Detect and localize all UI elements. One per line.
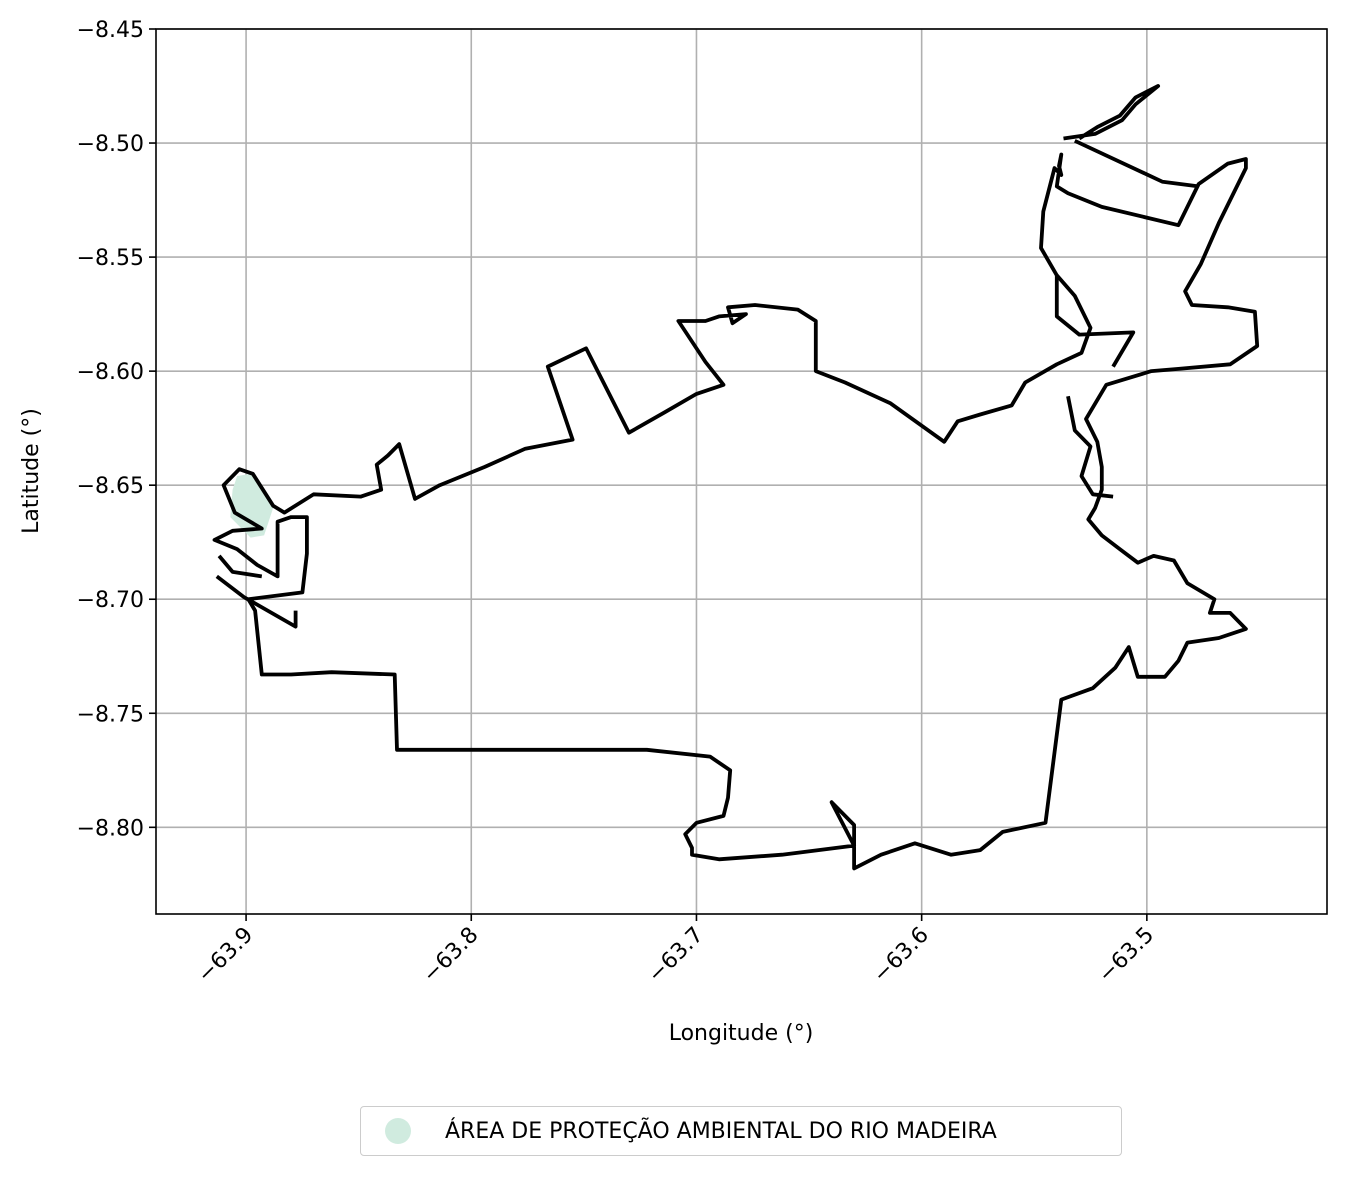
boundary-segment [217,554,263,579]
y-tick-label: −8.75 [77,702,144,727]
y-tick-label: −8.45 [77,18,144,43]
y-tick-label: −8.60 [77,360,144,385]
boundary-segment [215,574,298,629]
boundary-segment [1063,84,1160,141]
x-tick-label: −63.6 [869,923,934,988]
legend: ÁREA DE PROTEÇÃO AMBIENTAL DO RIO MADEIR… [360,1106,1122,1156]
y-tick-label: −8.80 [77,816,144,841]
legend-label: ÁREA DE PROTEÇÃO AMBIENTAL DO RIO MADEIR… [445,1118,997,1144]
x-tick-label: −63.5 [1094,923,1159,988]
y-tick-label: −8.50 [77,132,144,157]
y-tick-label: −8.70 [77,588,144,613]
x-axis-label: Longitude (°) [669,1021,814,1046]
map-layer [212,84,1260,871]
municipality-boundary [212,152,1260,871]
boundary-segment [1073,139,1199,189]
y-tick-label: −8.65 [77,474,144,499]
plot-background [156,29,1327,914]
y-tick-label: −8.55 [77,246,144,271]
boundary-segment [1054,275,1136,368]
legend-marker-icon [385,1118,411,1144]
x-tick-label: −63.8 [418,923,483,988]
y-axis-label: Latitude (°) [19,408,44,534]
plot-frame [155,28,1328,915]
boundary-segment [1066,395,1114,499]
x-tick-label: −63.9 [193,923,258,988]
apa-area-polygon [230,473,274,538]
x-tick-label: −63.7 [643,923,708,988]
